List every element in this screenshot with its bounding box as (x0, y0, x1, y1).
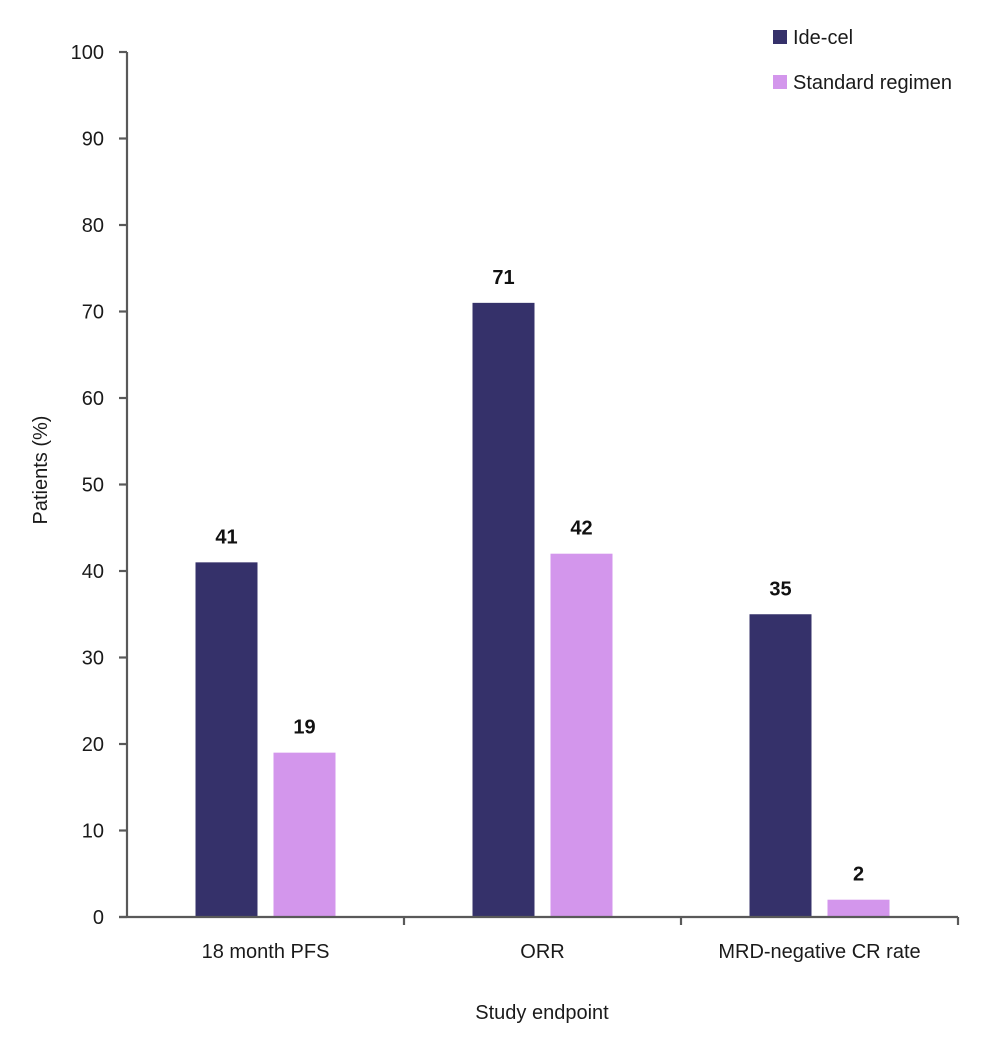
legend-swatch (773, 30, 787, 44)
data-label: 71 (492, 267, 514, 289)
data-label: 42 (570, 518, 592, 540)
bars (195, 302, 890, 918)
y-axis-ticks: 0 10 20 30 40 50 60 70 80 90 100 (71, 42, 127, 929)
y-axis-title: Patients (%) (30, 416, 52, 525)
y-tick-label: 50 (82, 475, 104, 497)
legend-label: Standard regimen (793, 72, 952, 94)
bar-ide-cel (472, 302, 535, 918)
y-tick-label: 60 (82, 388, 104, 410)
x-tick-label: 18 month PFS (202, 941, 330, 963)
bar-ide-cel (195, 562, 258, 917)
x-tick-label: MRD-negative CR rate (718, 941, 920, 963)
bar-standard-regimen (550, 553, 613, 917)
data-label: 41 (215, 526, 237, 548)
data-label: 35 (769, 578, 791, 600)
data-label: 2 (853, 864, 864, 886)
y-tick-label: 30 (82, 648, 104, 670)
data-labels: 41 71 35 19 42 2 (215, 267, 864, 886)
y-tick-label: 100 (71, 42, 104, 64)
legend: Ide-cel Standard regimen (773, 27, 952, 94)
y-tick-label: 40 (82, 561, 104, 583)
data-label: 19 (293, 717, 315, 739)
y-tick-label: 80 (82, 215, 104, 237)
y-tick-label: 90 (82, 129, 104, 151)
y-tick-label: 10 (82, 821, 104, 843)
y-tick-label: 20 (82, 734, 104, 756)
legend-swatch (773, 75, 787, 89)
bar-standard-regimen (827, 899, 890, 917)
x-axis-title: Study endpoint (475, 1002, 609, 1024)
y-tick-label: 0 (93, 907, 104, 929)
y-tick-label: 70 (82, 302, 104, 324)
x-axis-ticks: 18 month PFS ORR MRD-negative CR rate (202, 917, 960, 963)
x-tick-label: ORR (520, 941, 564, 963)
legend-label: Ide-cel (793, 27, 853, 49)
bar-ide-cel (749, 614, 812, 917)
bar-standard-regimen (273, 752, 336, 917)
